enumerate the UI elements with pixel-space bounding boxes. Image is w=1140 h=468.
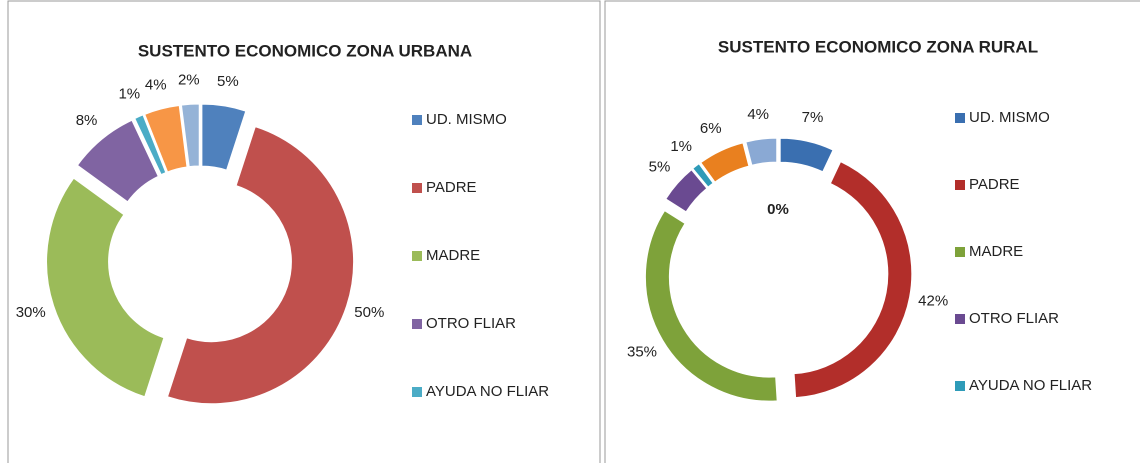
legend-label: MADRE bbox=[969, 243, 1023, 260]
data-label: 4% bbox=[145, 77, 167, 94]
donut-segment bbox=[644, 209, 778, 402]
donut-segment bbox=[201, 103, 247, 171]
legend-label: UD. MISMO bbox=[969, 109, 1050, 126]
data-label: 7% bbox=[802, 109, 824, 126]
data-label: 6% bbox=[700, 120, 722, 137]
legend-label: UD. MISMO bbox=[426, 111, 507, 128]
donut-segment bbox=[76, 119, 159, 203]
legend-label: OTRO FLIAR bbox=[969, 310, 1059, 327]
legend-label: AYUDA NO FLIAR bbox=[426, 383, 549, 400]
donut-segment bbox=[793, 161, 913, 399]
data-label: 30% bbox=[16, 304, 46, 321]
data-label: 1% bbox=[670, 138, 692, 155]
data-label: 5% bbox=[649, 158, 671, 175]
donut-segment bbox=[134, 114, 167, 176]
data-label: 35% bbox=[627, 343, 657, 360]
legend-label: PADRE bbox=[969, 176, 1020, 193]
legend-swatch bbox=[955, 314, 965, 324]
legend-label: OTRO FLIAR bbox=[426, 315, 516, 332]
legend-swatch bbox=[412, 387, 422, 397]
chart-title: SUSTENTO ECONOMICO ZONA RURAL bbox=[718, 37, 1038, 56]
legend-swatch bbox=[955, 113, 965, 123]
data-label: 5% bbox=[217, 73, 239, 90]
donut-segment bbox=[665, 169, 708, 213]
donut-segment bbox=[144, 104, 188, 173]
chart-title: SUSTENTO ECONOMICO ZONA URBANA bbox=[138, 41, 472, 60]
donut-segment bbox=[700, 142, 750, 183]
legend-swatch bbox=[955, 247, 965, 257]
annotation: 0% bbox=[767, 201, 789, 218]
data-label: 2% bbox=[178, 71, 200, 88]
donut-segment bbox=[180, 103, 200, 168]
legend-swatch bbox=[412, 115, 422, 125]
data-label: 8% bbox=[76, 112, 98, 129]
legend-swatch bbox=[412, 183, 422, 193]
donut-segment bbox=[166, 126, 355, 405]
data-label: 42% bbox=[918, 293, 948, 310]
panel bbox=[604, 0, 1140, 468]
donut-segment bbox=[46, 177, 165, 398]
data-label: 1% bbox=[118, 86, 140, 103]
legend-swatch bbox=[412, 319, 422, 329]
legend-swatch bbox=[955, 381, 965, 391]
legend-label: AYUDA NO FLIAR bbox=[969, 377, 1092, 394]
donut-segment bbox=[779, 137, 834, 173]
legend-label: PADRE bbox=[426, 179, 477, 196]
legend-swatch bbox=[412, 251, 422, 261]
legend-label: MADRE bbox=[426, 247, 480, 264]
data-label: 4% bbox=[747, 106, 769, 123]
data-label: 50% bbox=[354, 304, 384, 321]
donut-segment bbox=[692, 163, 714, 188]
legend-swatch bbox=[955, 180, 965, 190]
donut-segment bbox=[745, 137, 778, 166]
